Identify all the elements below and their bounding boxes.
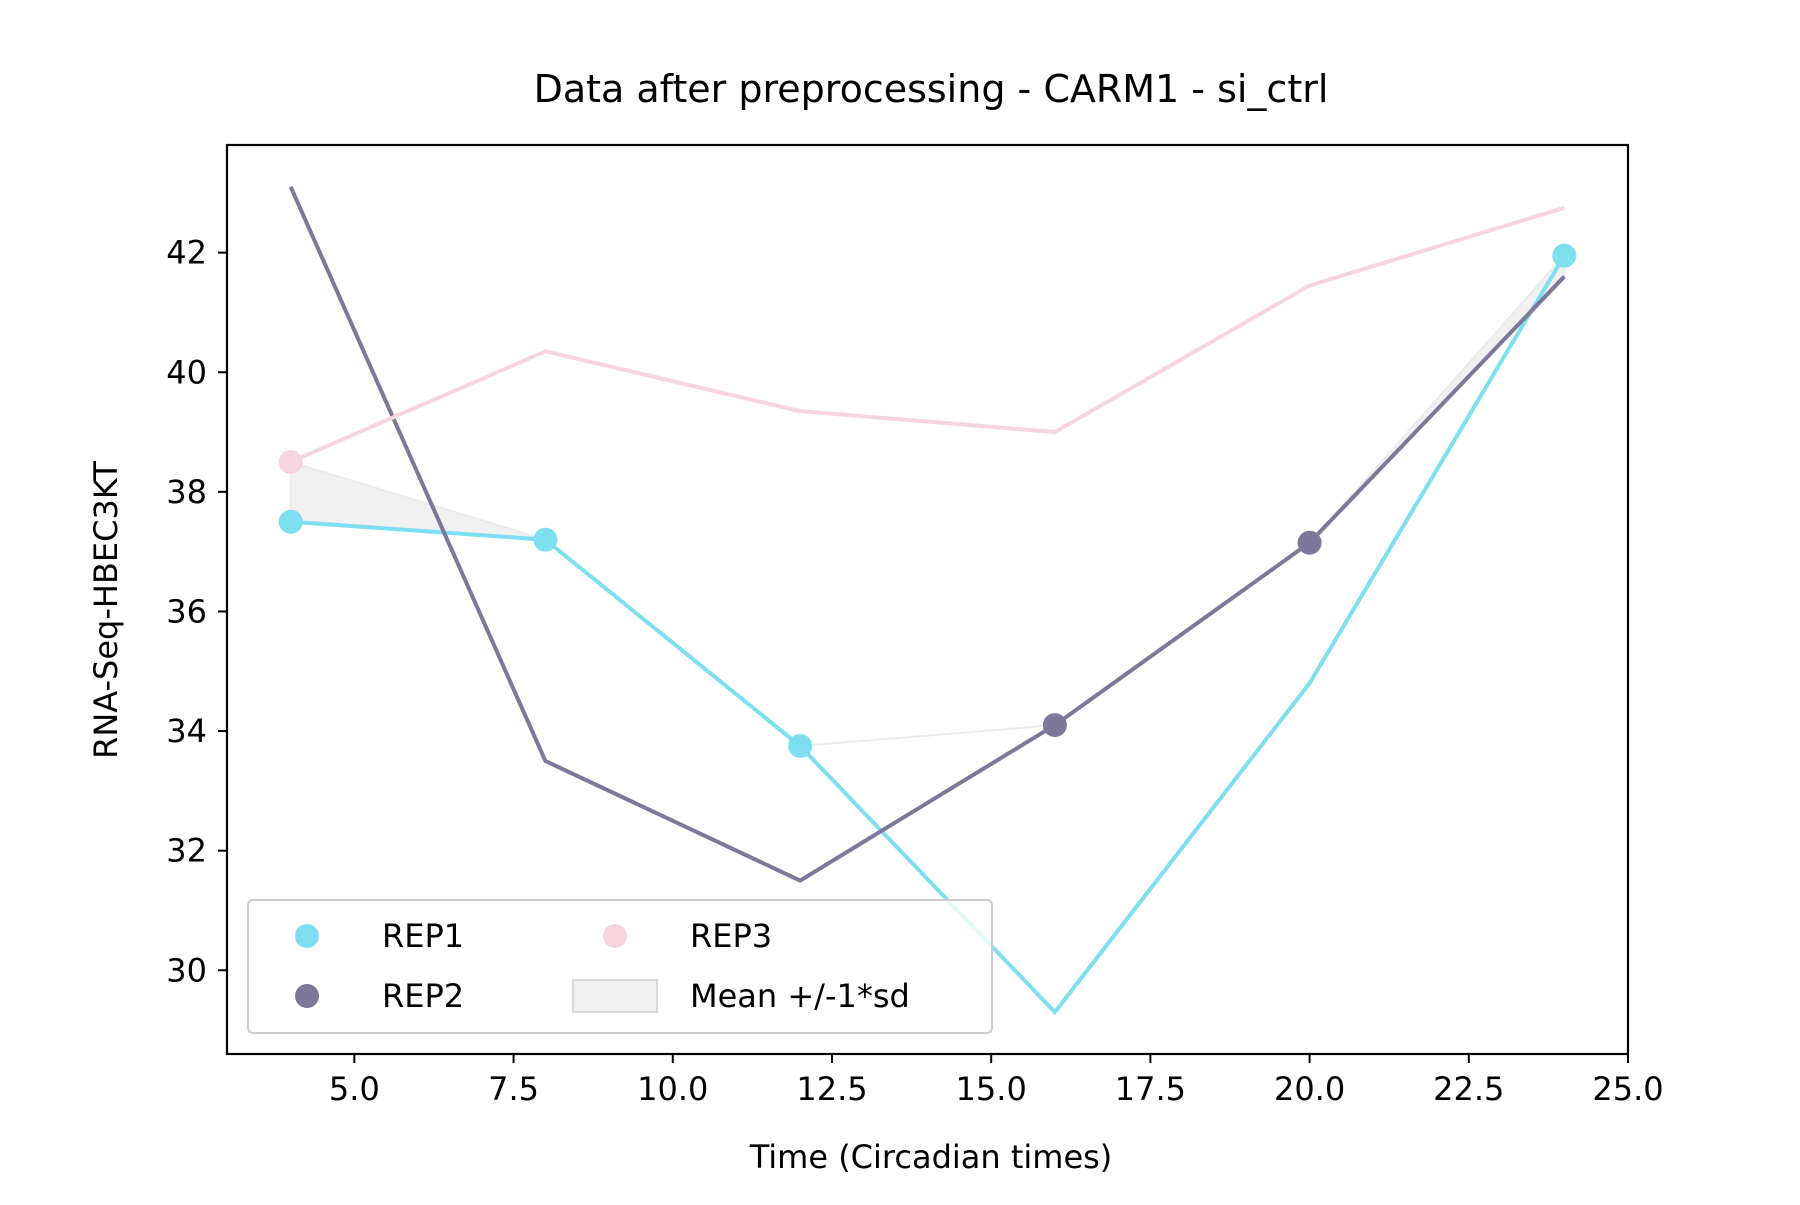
plot-area: [278, 186, 1577, 1016]
marker-rep1-point: [278, 509, 303, 534]
legend-marker-rep3: [603, 924, 627, 948]
x-tick-label: 20.0: [1274, 1070, 1345, 1108]
y-axis-label: RNA-Seq-HBEC3KT: [87, 461, 125, 759]
x-axis: 5.0 7.5 10.0 12.5 15.0 17.5 20.0 22.5 25.0: [329, 1054, 1664, 1108]
series-line-rep2: [288, 186, 1566, 883]
y-tick-label: 38: [166, 473, 207, 511]
x-tick-label: 22.5: [1433, 1070, 1504, 1108]
x-tick-label: 12.5: [796, 1070, 867, 1108]
legend-box: [247, 899, 993, 1034]
y-tick-label: 40: [166, 353, 207, 391]
legend-marker-rep1: [295, 924, 319, 948]
marker-rep3-point: [278, 449, 303, 474]
y-tick-label: 30: [166, 951, 207, 989]
y-tick-label: 34: [166, 712, 207, 750]
x-tick-label: 7.5: [488, 1070, 539, 1108]
legend: REP1 REP2 REP3 Mean +/-1*sd: [247, 899, 993, 1034]
x-tick-label: 5.0: [329, 1070, 380, 1108]
x-axis-label: Time (Circadian times): [749, 1138, 1113, 1176]
y-tick-label: 42: [166, 234, 207, 272]
legend-label: REP2: [382, 977, 464, 1015]
marker-rep1-point: [533, 527, 558, 552]
legend-items: REP1 REP2 REP3 Mean +/-1*sd: [295, 917, 910, 1015]
marker-rep2-point: [1042, 713, 1067, 738]
legend-label: Mean +/-1*sd: [690, 977, 910, 1015]
x-tick-label: 25.0: [1592, 1070, 1663, 1108]
legend-label: REP1: [382, 917, 464, 955]
x-tick-label: 17.5: [1115, 1070, 1186, 1108]
x-tick-label: 10.0: [637, 1070, 708, 1108]
legend-band-swatch: [572, 979, 658, 1013]
chart-title: Data after preprocessing - CARM1 - si_ct…: [534, 67, 1329, 111]
marker-rep1-point: [1552, 243, 1577, 268]
plot-frame: [225, 143, 1630, 1056]
marker-rep2-point: [1297, 530, 1322, 555]
legend-label: REP3: [690, 917, 772, 955]
series-line-rep1: [290, 254, 1567, 1016]
marker-rep1-point: [788, 734, 813, 759]
legend-marker-rep2: [295, 984, 319, 1008]
x-tick-label: 15.0: [956, 1070, 1027, 1108]
y-tick-label: 36: [166, 592, 207, 630]
y-axis: 30 32 34 36 38 40 42: [166, 234, 227, 989]
y-tick-label: 32: [166, 832, 207, 870]
series-line-rep3: [289, 205, 1565, 464]
